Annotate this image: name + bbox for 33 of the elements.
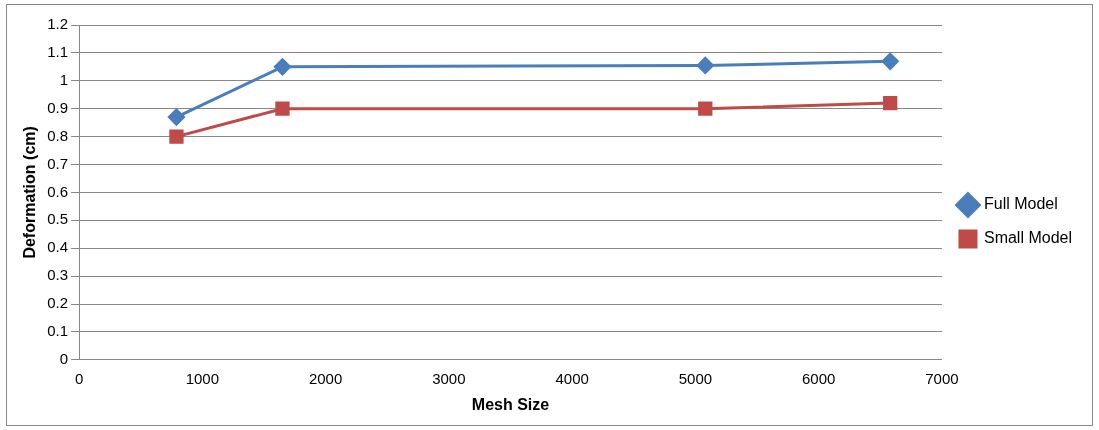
- x-axis-title: Mesh Size: [471, 395, 550, 413]
- x-tick-label: 7000: [925, 369, 959, 387]
- y-tick-label: 0.4: [47, 238, 69, 256]
- y-tick-label: 1: [59, 70, 69, 88]
- y-tick-label: 0.6: [47, 182, 69, 200]
- y-tick-label: 0.5: [47, 210, 69, 228]
- y-axis-title: Deformation (cm): [21, 126, 39, 259]
- x-tick-label: 6000: [802, 369, 836, 387]
- y-tick-label: 0.3: [47, 266, 69, 284]
- legend-label: Full Model: [983, 195, 1058, 213]
- x-tick-label: 4000: [555, 369, 589, 387]
- y-tick-label: 0.7: [47, 154, 69, 172]
- y-tick-label: 0: [59, 349, 69, 367]
- point: [169, 129, 184, 144]
- point: [698, 101, 713, 116]
- x-tick-label: 3000: [432, 369, 466, 387]
- x-tick-label: 0: [74, 369, 84, 387]
- point: [883, 95, 898, 111]
- point: [696, 56, 714, 74]
- y-tick-label: 1.2: [47, 15, 69, 33]
- point: [881, 52, 899, 70]
- point: [273, 58, 291, 76]
- y-tick-label: 0.8: [47, 126, 69, 144]
- y-tick-label: 0.2: [47, 294, 69, 312]
- y-tick-label: 0.9: [47, 98, 69, 116]
- legend-label: Small Model: [983, 229, 1072, 247]
- x-tick-label: 1000: [185, 369, 220, 387]
- y-tick-label: 1.1: [47, 43, 69, 61]
- x-tick-label: 5000: [678, 369, 713, 387]
- y-tick-label: 0.1: [47, 322, 69, 340]
- point: [275, 101, 290, 116]
- point: [167, 108, 185, 126]
- x-tick-label: 2000: [308, 369, 343, 387]
